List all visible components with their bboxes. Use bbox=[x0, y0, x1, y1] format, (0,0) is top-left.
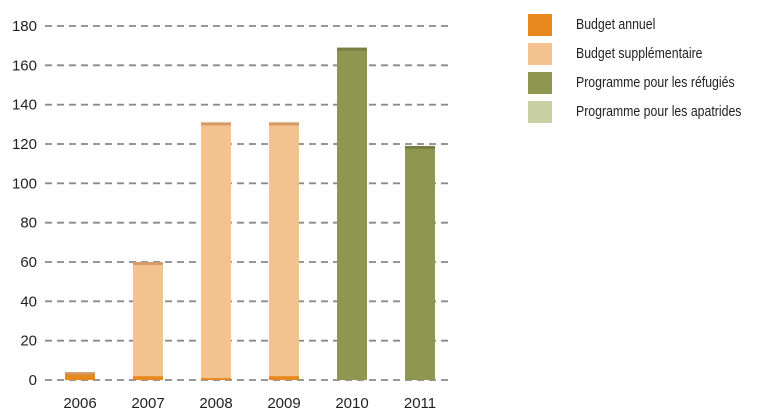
y-tick-label: 120 bbox=[12, 136, 37, 153]
bar-cap bbox=[201, 122, 231, 126]
legend-swatch bbox=[528, 42, 552, 65]
bar-cap bbox=[269, 122, 299, 126]
legend-swatch bbox=[528, 71, 552, 94]
legend-item-programme-refugies: Programme pour les réfugiés bbox=[528, 68, 776, 97]
legend-item-budget-annuel: Budget annuel bbox=[528, 10, 776, 39]
y-tick-label: 100 bbox=[12, 175, 37, 192]
x-tick-label: 2008 bbox=[199, 395, 232, 412]
x-tick-label: 2007 bbox=[131, 395, 164, 412]
x-axis-tick-labels: 2006 2007 2008 2009 2010 2011 bbox=[63, 395, 436, 412]
bar-cap bbox=[405, 145, 435, 149]
bar-segment bbox=[65, 374, 95, 380]
bar-segment bbox=[337, 47, 367, 381]
legend-label: Programme pour les réfugiés bbox=[576, 74, 735, 91]
legend-label: Budget supplémentaire bbox=[576, 45, 703, 62]
x-tick-label: 2009 bbox=[267, 395, 300, 412]
gridlines bbox=[45, 25, 450, 381]
legend-item-budget-supplementaire: Budget supplémentaire bbox=[528, 39, 776, 68]
x-tick-label: 2006 bbox=[63, 395, 96, 412]
x-tick-label: 2011 bbox=[404, 395, 436, 412]
x-tick-label: 2010 bbox=[335, 395, 368, 412]
bar-segment bbox=[269, 376, 299, 380]
bar-segment bbox=[405, 145, 435, 380]
legend: Budget annuel Budget supplémentaire Prog… bbox=[528, 10, 776, 126]
legend-label: Programme pour les apatrides bbox=[576, 103, 742, 120]
y-tick-label: 40 bbox=[20, 293, 37, 310]
bar-segment bbox=[133, 376, 163, 380]
legend-swatch bbox=[528, 100, 552, 123]
y-axis-tick-labels: 0 20 40 60 80 100 120 140 160 180 bbox=[12, 18, 37, 389]
legend-item-programme-apatrides: Programme pour les apatrides bbox=[528, 97, 776, 126]
legend-swatch bbox=[528, 13, 552, 36]
y-tick-label: 80 bbox=[20, 215, 37, 232]
bar-segment bbox=[201, 122, 231, 379]
bar-segment bbox=[269, 122, 299, 377]
y-tick-label: 60 bbox=[20, 254, 37, 271]
bars bbox=[65, 47, 435, 381]
bar-segment bbox=[133, 262, 163, 377]
bar-cap bbox=[133, 262, 163, 265]
y-tick-label: 160 bbox=[12, 57, 37, 74]
y-tick-label: 20 bbox=[20, 333, 37, 350]
y-tick-label: 180 bbox=[12, 18, 37, 35]
y-tick-label: 140 bbox=[12, 97, 37, 114]
bar-cap bbox=[337, 47, 367, 51]
y-tick-label: 0 bbox=[29, 372, 37, 389]
bar-segment bbox=[201, 378, 231, 380]
legend-label: Budget annuel bbox=[576, 16, 656, 33]
bar-cap bbox=[65, 372, 95, 376]
